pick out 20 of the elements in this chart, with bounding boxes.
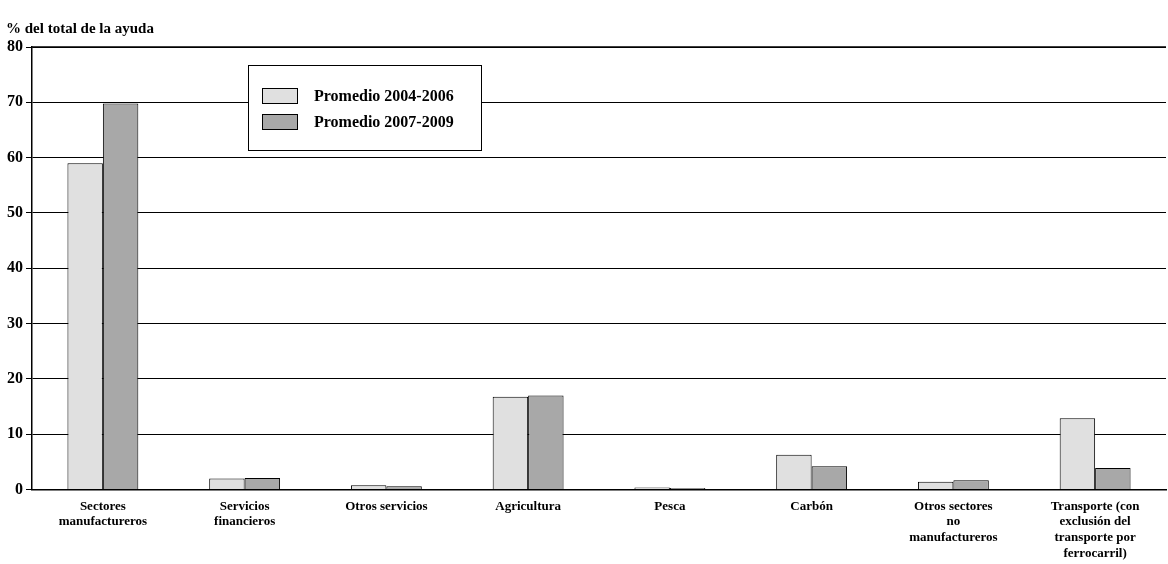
y-tick-label: 40 — [7, 258, 23, 276]
y-tick-label: 80 — [7, 37, 23, 55]
x-tick-label: Carbón — [790, 497, 834, 513]
x-tick-label: Transporte (con exclusión del transporte por ferrocarril) — [1050, 497, 1141, 560]
y-tick-label: 50 — [7, 203, 23, 221]
x-tick-label: Sectores manufactureros — [58, 497, 148, 529]
x-tick-label: Otros servicios — [345, 497, 428, 513]
y-tick-label: 70 — [7, 92, 23, 110]
y-tick-label: 20 — [7, 369, 23, 387]
legend-label: Promedio 2007-2009 — [314, 113, 454, 131]
x-tick-label: Pesca — [654, 497, 686, 513]
y-axis-title: % del total de la ayuda — [6, 20, 154, 37]
x-tick-label: Agricultura — [495, 497, 562, 513]
legend-label: Promedio 2004-2006 — [314, 87, 454, 105]
x-tick-label: Servicios financieros — [214, 497, 276, 529]
y-tick-label: 0 — [15, 479, 23, 497]
y-tick-label: 60 — [7, 147, 23, 165]
y-tick-label: 10 — [7, 424, 23, 442]
x-tick-label: Otros sectores no manufactureros — [909, 497, 998, 544]
y-tick-label: 30 — [7, 313, 23, 331]
